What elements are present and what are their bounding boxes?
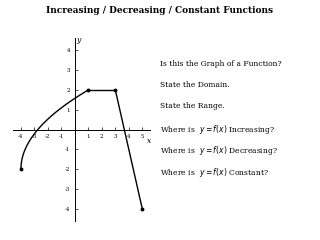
Text: Where is  $y = f(x)$ Constant?: Where is $y = f(x)$ Constant? <box>160 166 269 179</box>
Text: State the Range.: State the Range. <box>160 102 225 110</box>
Text: Is this the Graph of a Function?: Is this the Graph of a Function? <box>160 60 282 68</box>
Text: y: y <box>76 36 80 44</box>
Text: State the Domain.: State the Domain. <box>160 81 230 89</box>
Text: Where is  $y = f(x)$ Decreasing?: Where is $y = f(x)$ Decreasing? <box>160 144 278 157</box>
Text: x: x <box>147 137 151 144</box>
Text: Increasing / Decreasing / Constant Functions: Increasing / Decreasing / Constant Funct… <box>46 6 274 15</box>
Text: Where is  $y = f(x)$ Increasing?: Where is $y = f(x)$ Increasing? <box>160 123 275 136</box>
